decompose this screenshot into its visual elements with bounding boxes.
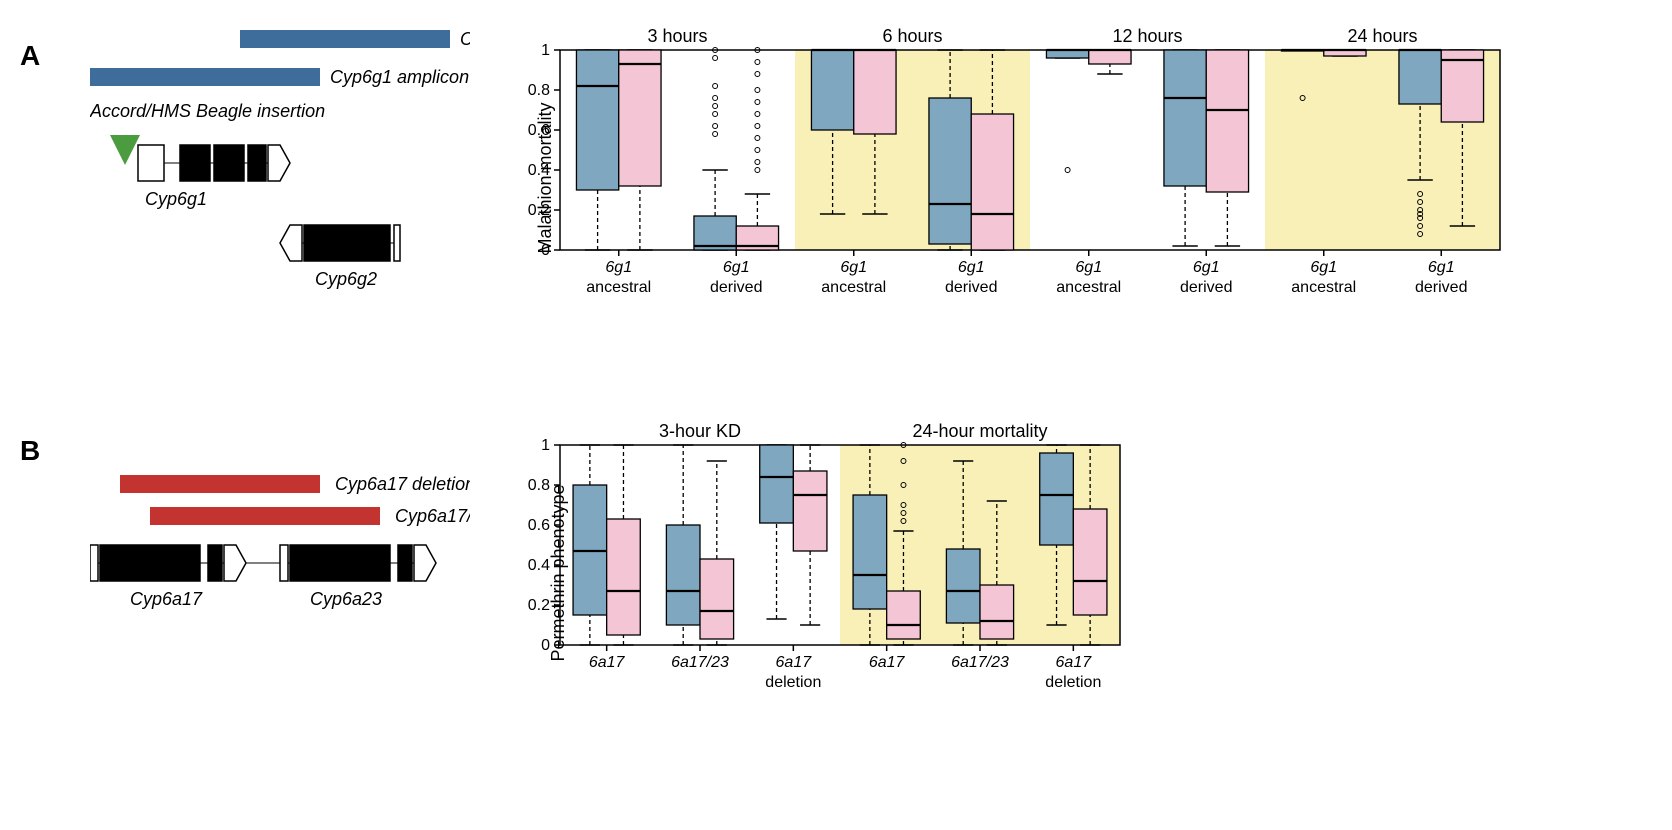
svg-text:ancestral: ancestral [821,279,886,296]
svg-text:Cyp6a17/23 chimera: Cyp6a17/23 chimera [395,506,470,526]
svg-text:6a17/23: 6a17/23 [671,654,729,671]
panel-b-gene-diagram: Cyp6a17 deletion Cyp6a17/23 chimera Cyp6a1… [90,475,470,675]
svg-text:6a17: 6a17 [776,654,813,671]
svg-text:6g1: 6g1 [1428,259,1455,276]
svg-text:0.2: 0.2 [528,597,550,614]
svg-text:6a17/23: 6a17/23 [951,654,1009,671]
panel-b-label: B [20,415,50,467]
svg-text:24 hours: 24 hours [1347,26,1417,46]
svg-text:6g1: 6g1 [1310,259,1337,276]
svg-text:Cyp6g2: Cyp6g2 [315,269,377,289]
panel-a: A Cyp6g1g2 amplicon Cyp6g1 ampliconAccord… [20,20,1652,335]
panel-a-gene-diagram: Cyp6g1g2 amplicon Cyp6g1 ampliconAccord/H… [90,20,470,300]
svg-text:0.6: 0.6 [528,517,550,534]
svg-text:6 hours: 6 hours [882,26,942,46]
svg-text:3-hour KD: 3-hour KD [659,421,741,441]
svg-text:0.8: 0.8 [528,82,550,99]
svg-text:6g1: 6g1 [1193,259,1220,276]
svg-text:3 hours: 3 hours [647,26,707,46]
figure: A Cyp6g1g2 amplicon Cyp6g1 ampliconAccord… [20,20,1652,730]
svg-text:6g1: 6g1 [605,259,632,276]
svg-text:Cyp6g1g2 amplicon: Cyp6g1g2 amplicon [460,29,470,49]
svg-text:0.8: 0.8 [528,477,550,494]
svg-text:0.4: 0.4 [528,557,550,574]
panel-b-ylabel: Permethrin phenotype [548,484,569,661]
svg-text:24-hour mortality: 24-hour mortality [912,421,1047,441]
svg-text:Accord/HMS Beagle insertion: Accord/HMS Beagle insertion [90,101,325,121]
svg-text:Cyp6a23: Cyp6a23 [310,589,382,609]
svg-text:1: 1 [541,437,550,454]
svg-text:ancestral: ancestral [1056,279,1121,296]
svg-text:6a17: 6a17 [589,654,626,671]
svg-text:6a17: 6a17 [1056,654,1093,671]
svg-text:6g1: 6g1 [840,259,867,276]
svg-text:6g1: 6g1 [723,259,750,276]
svg-text:derived: derived [1180,279,1232,296]
svg-text:6a17: 6a17 [869,654,906,671]
svg-text:6g1: 6g1 [1075,259,1102,276]
svg-text:ancestral: ancestral [586,279,651,296]
panel-b-chart: Permethrin phenotype 00.20.40.60.813-hou… [510,415,1130,730]
svg-text:Cyp6a17: Cyp6a17 [130,589,203,609]
svg-text:6g1: 6g1 [958,259,985,276]
panel-b: B Cyp6a17 deletionCyp6a17/23 chimeraCyp6… [20,415,1652,730]
svg-text:ancestral: ancestral [1291,279,1356,296]
svg-text:Cyp6g1 amplicon: Cyp6g1 amplicon [330,67,469,87]
svg-text:Cyp6g1: Cyp6g1 [145,189,207,209]
panel-a-chart: Malathion mortality 00.20.40.60.813 hour… [510,20,1510,335]
svg-text:12 hours: 12 hours [1112,26,1182,46]
svg-text:deletion: deletion [1045,674,1101,691]
svg-text:Cyp6a17 deletion: Cyp6a17 deletion [335,475,470,494]
svg-text:derived: derived [710,279,762,296]
svg-text:deletion: deletion [765,674,821,691]
svg-text:derived: derived [945,279,997,296]
panel-a-ylabel: Malathion mortality [535,102,556,253]
svg-text:1: 1 [541,42,550,59]
svg-text:derived: derived [1415,279,1467,296]
panel-a-label: A [20,20,50,72]
